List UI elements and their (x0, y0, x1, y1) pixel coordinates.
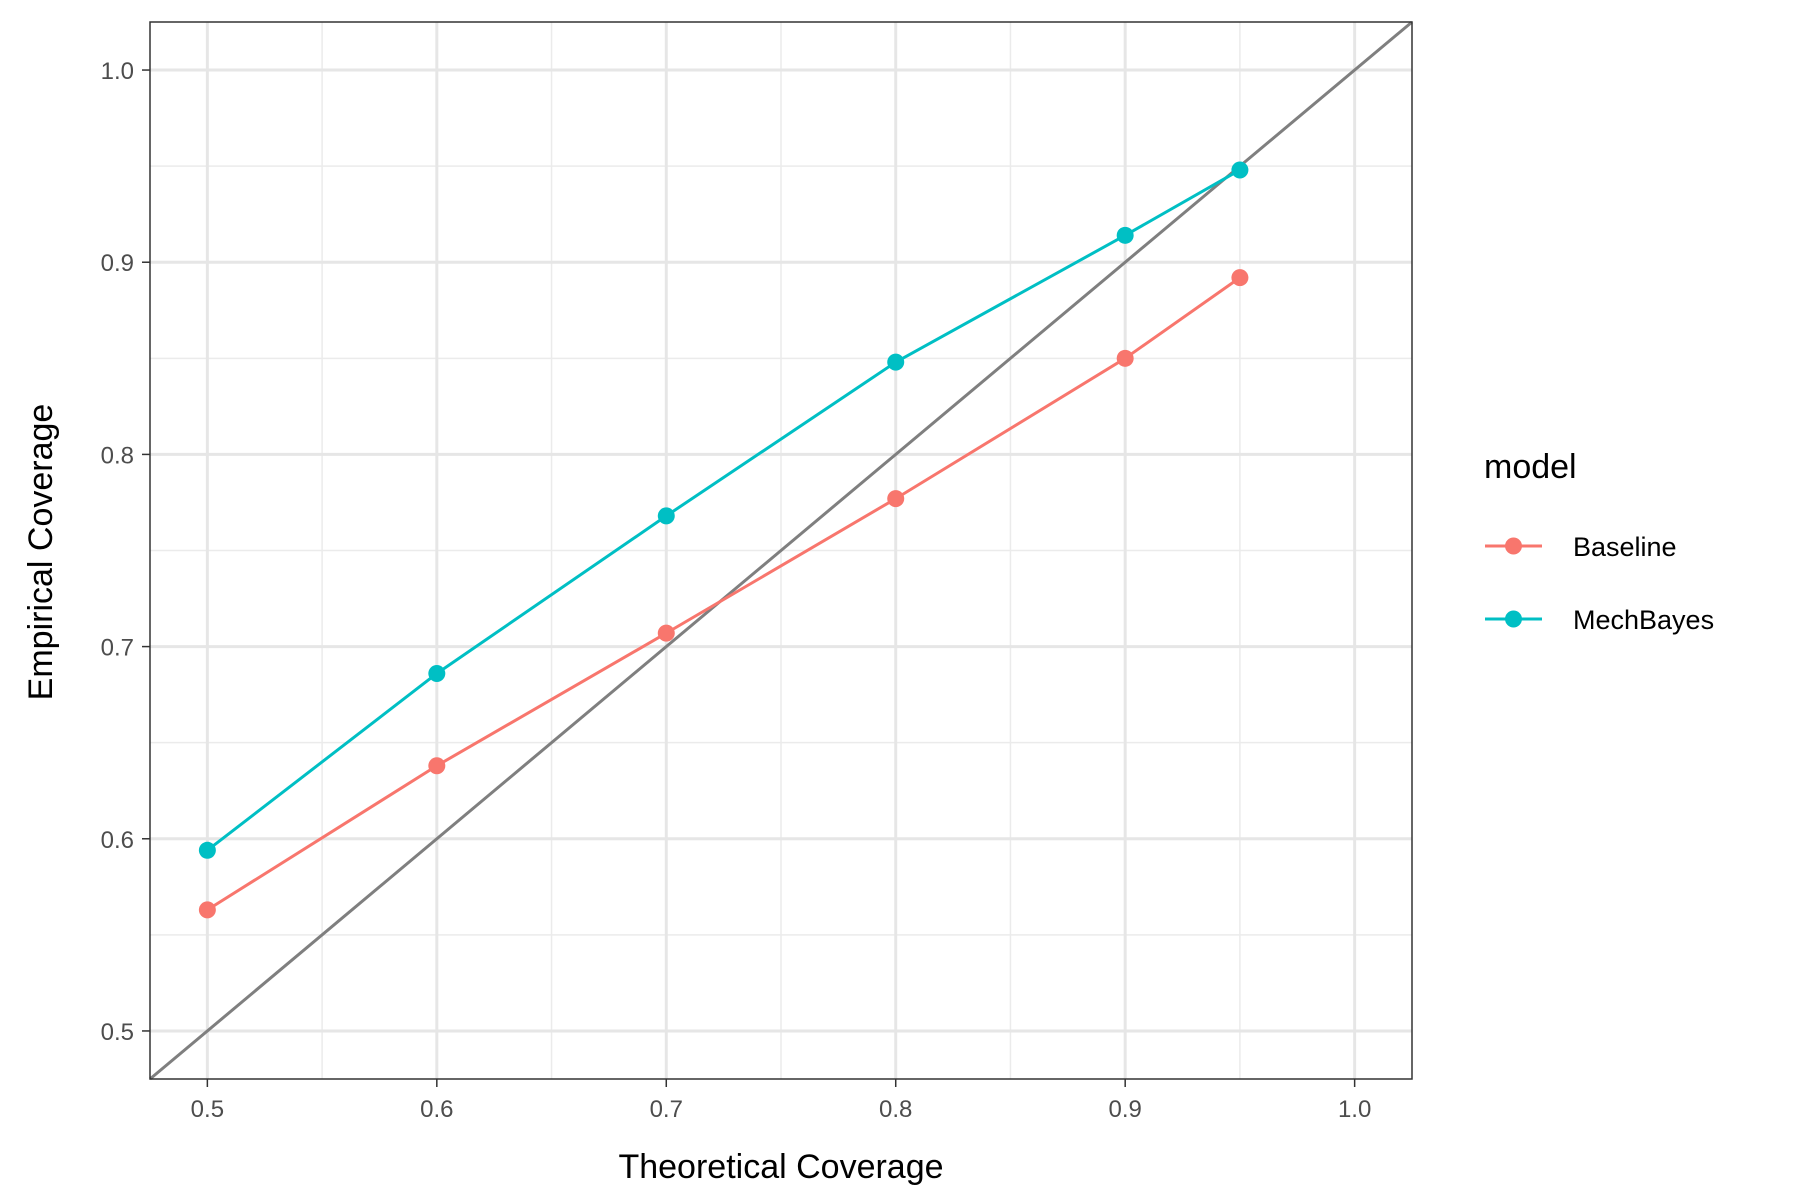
y-tick-label: 1.0 (101, 58, 134, 85)
data-point (1231, 161, 1249, 179)
legend: model Baseline MechBayes (1484, 448, 1714, 635)
data-point (657, 507, 675, 525)
data-point (198, 841, 216, 859)
series-baseline (198, 269, 1249, 919)
legend-item-mechbayes: MechBayes (1485, 605, 1714, 635)
data-point (1116, 349, 1134, 367)
y-tick-label: 0.7 (101, 635, 134, 662)
x-tick-label: 1.0 (1338, 1096, 1371, 1123)
data-point (1231, 269, 1249, 287)
plot-panel-border (149, 21, 1413, 1080)
legend-title: model (1484, 448, 1577, 486)
data-point (887, 353, 905, 371)
legend-key-point (1505, 610, 1522, 628)
data-point (887, 490, 905, 508)
y-tick-label: 0.9 (101, 250, 134, 277)
data-point (428, 664, 446, 682)
x-tick-label: 0.5 (191, 1096, 224, 1123)
data-point (198, 901, 216, 919)
series-line (206, 276, 1241, 912)
y-tick-label: 0.6 (101, 827, 134, 854)
reference-line (149, 20, 1413, 1081)
x-tick-label: 0.8 (879, 1096, 912, 1123)
x-tick-label: 0.7 (650, 1096, 683, 1123)
legend-key-point (1505, 537, 1522, 555)
data-point (428, 757, 446, 775)
series-mechbayes (198, 161, 1249, 859)
series-line (206, 168, 1241, 852)
panel-border (149, 21, 1413, 1080)
x-tick-label: 0.6 (420, 1096, 453, 1123)
legend-item-baseline: Baseline (1485, 532, 1677, 562)
legend-label: Baseline (1573, 532, 1677, 562)
reference-line-group (149, 20, 1413, 1081)
data-point (1116, 226, 1134, 244)
y-tick-label: 0.5 (101, 1019, 134, 1046)
y-tick-label: 0.8 (101, 442, 134, 469)
legend-label: MechBayes (1573, 605, 1714, 635)
axes-group: 0.5 0.6 0.7 0.8 0.9 1.0 0.5 0.6 0.7 0.8 0.9 1.0 (101, 58, 1372, 1123)
series-group (198, 161, 1249, 919)
legend-items: Baseline MechBayes (1485, 532, 1714, 635)
data-point (657, 624, 675, 642)
x-tick-label: 0.9 (1108, 1096, 1141, 1123)
y-axis-title: Empirical Coverage (22, 404, 60, 701)
x-axis-title: Theoretical Coverage (618, 1148, 943, 1186)
